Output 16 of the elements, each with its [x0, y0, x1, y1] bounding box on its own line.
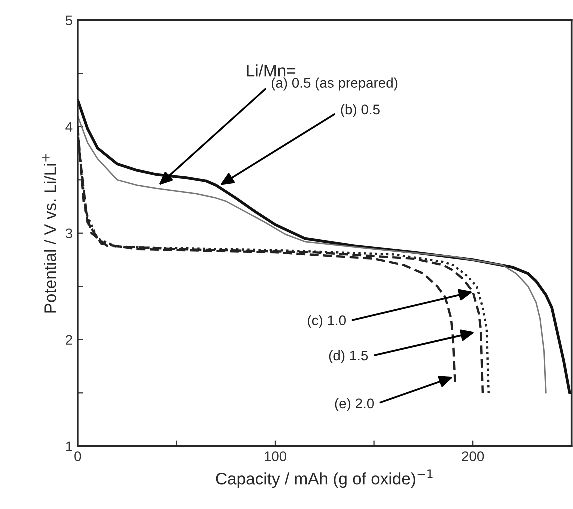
y-tick-label: 4: [66, 122, 73, 132]
annotation: (c) 1.0: [308, 315, 346, 328]
x-tick-label: 0: [74, 452, 82, 462]
x-tick-label: 100: [264, 452, 287, 462]
y-tick-label: 1: [66, 442, 72, 452]
annotation: Li/Mn=: [247, 64, 296, 77]
y-tick-label: 3: [66, 228, 72, 239]
annotation: (d) 1.5: [329, 350, 368, 364]
x-tick-label: 200: [462, 452, 484, 462]
annotation: (b) 0.5: [341, 104, 380, 118]
y-axis-title: Potential / V vs. Li/Li$^{+}$: [42, 154, 56, 313]
annotation: (e) 2.0: [335, 398, 374, 412]
y-tick-label: 5: [66, 16, 72, 26]
y-tick-label: 2: [66, 335, 72, 345]
x-axis-title: Capacity / mAh (g of oxide)$^{−1}$: [216, 470, 433, 488]
annotation: (a) 0.5 (as prepared): [272, 78, 398, 91]
